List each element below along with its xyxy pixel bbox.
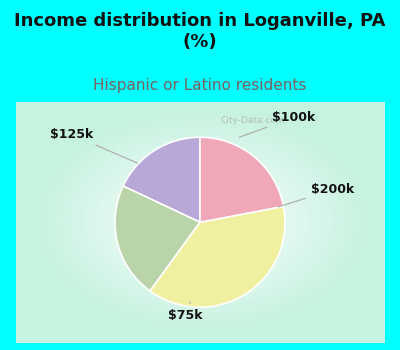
Text: Income distribution in Loganville, PA
(%): Income distribution in Loganville, PA (%… xyxy=(14,12,386,51)
Text: City-Data.com: City-Data.com xyxy=(221,116,286,125)
Text: $100k: $100k xyxy=(239,111,316,137)
Wedge shape xyxy=(200,137,284,222)
Text: $75k: $75k xyxy=(168,302,203,322)
Text: $125k: $125k xyxy=(50,128,138,163)
Wedge shape xyxy=(115,186,200,291)
Wedge shape xyxy=(123,137,200,222)
Wedge shape xyxy=(150,206,285,307)
Text: $200k: $200k xyxy=(278,183,354,207)
Text: Hispanic or Latino residents: Hispanic or Latino residents xyxy=(93,78,307,93)
